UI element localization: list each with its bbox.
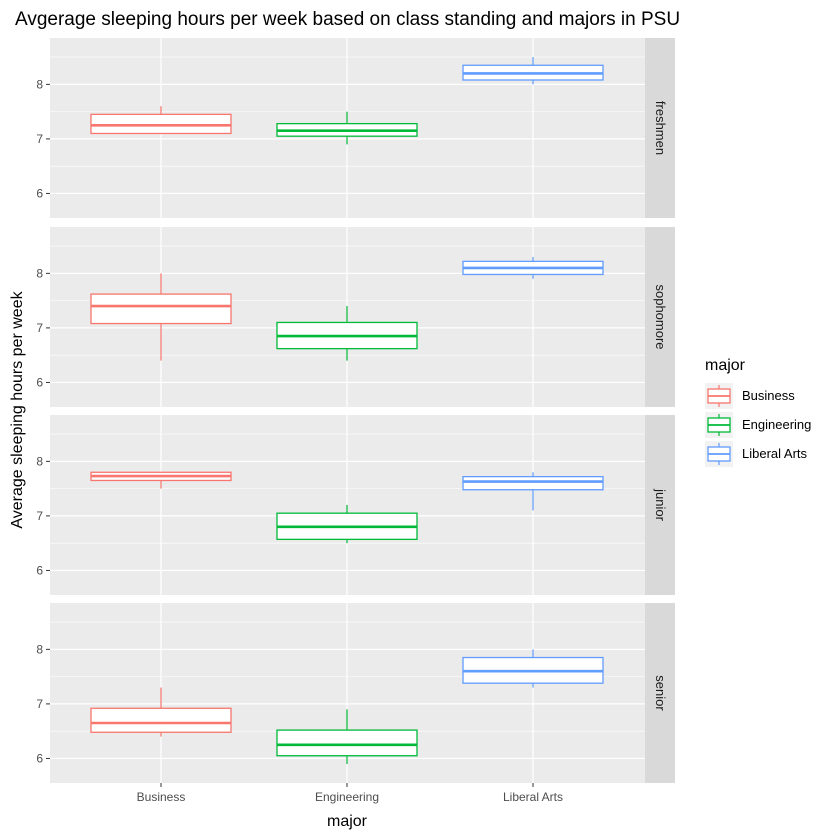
y-tick-label: 8 (36, 266, 43, 280)
box-business (90, 687, 232, 737)
x-tick-label: Business (137, 790, 186, 804)
y-tick-label: 6 (36, 563, 43, 577)
box-engineering (276, 709, 418, 764)
legend: major Business Engineering Liberal Arts (705, 357, 811, 467)
box-iqr (462, 475, 604, 491)
x-tick-label: Liberal Arts (503, 790, 563, 804)
facet-strip (645, 38, 675, 218)
box-business (90, 471, 232, 489)
y-tick-label: 6 (36, 375, 43, 389)
box-iqr (90, 293, 232, 325)
box-liberal-arts (462, 649, 604, 688)
box-engineering (276, 306, 418, 361)
legend-label: Engineering (742, 417, 811, 432)
y-tick-label: 7 (36, 697, 43, 711)
y-tick-label: 6 (36, 751, 43, 765)
box-liberal-arts (462, 472, 604, 511)
legend-entry-engineering: Engineering (705, 412, 811, 438)
y-tick-label: 8 (36, 77, 43, 91)
facet-panel-junior: 6 7 8 junior (36, 415, 675, 595)
facet-strip (645, 603, 675, 783)
box-liberal-arts (462, 257, 604, 279)
facet-strip (645, 415, 675, 595)
facet-panels: 6 7 8 freshmen 6 7 8 sophomore 6 7 8 junior 6 7 8 senio… (36, 38, 675, 783)
box-engineering (276, 505, 418, 544)
legend-title: major (705, 357, 746, 374)
box-iqr (276, 729, 418, 757)
y-tick-label: 8 (36, 454, 43, 468)
chart-title: Avgerage sleeping hours per week based o… (15, 9, 680, 30)
box-engineering (276, 111, 418, 145)
box-business (90, 106, 232, 135)
y-tick-label: 7 (36, 509, 43, 523)
legend-entry-business: Business (705, 383, 795, 409)
y-tick-label: 7 (36, 132, 43, 146)
x-axis-title: major (327, 813, 368, 830)
legend-entry-liberal-arts: Liberal Arts (705, 441, 808, 467)
box-liberal-arts (462, 57, 604, 85)
y-axis-title: Average sleeping hours per week (9, 290, 26, 528)
facet-strip-label: sophomore (653, 284, 668, 349)
facet-strip-label: junior (653, 488, 668, 521)
y-tick-label: 8 (36, 642, 43, 656)
facet-strip-label: senior (653, 675, 668, 711)
box-iqr (90, 707, 232, 733)
y-tick-label: 7 (36, 321, 43, 335)
box-business (90, 273, 232, 361)
box-iqr (90, 113, 232, 135)
x-axis: Business Engineering Liberal Arts (137, 783, 563, 804)
facet-panel-sophomore: 6 7 8 sophomore (36, 227, 675, 407)
facet-strip-label: freshmen (653, 101, 668, 155)
facet-panel-freshmen: 6 7 8 freshmen (36, 38, 675, 218)
x-tick-label: Engineering (315, 790, 379, 804)
legend-label: Liberal Arts (742, 446, 808, 461)
y-tick-label: 6 (36, 186, 43, 200)
facet-strip (645, 227, 675, 407)
legend-label: Business (742, 388, 795, 403)
facet-panel-senior: 6 7 8 senior (36, 603, 675, 783)
